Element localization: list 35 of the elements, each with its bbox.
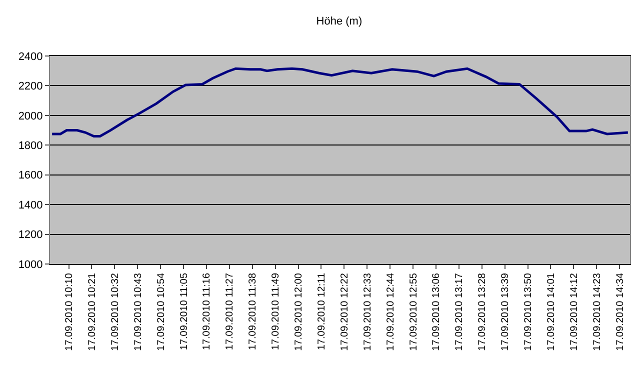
y-tick-label: 2400 <box>18 50 43 63</box>
x-tick-label: 17.09.2010 11:05 <box>178 272 190 350</box>
x-tick-label: 17.09.2010 13:06 <box>431 272 442 351</box>
x-tick-label: 17.09.2010 12:00 <box>294 272 305 351</box>
x-tick-label: 17.09.2010 13:17 <box>454 272 466 351</box>
y-tick-label: 2200 <box>18 80 43 93</box>
y-tick-label: 1000 <box>18 258 43 271</box>
y-tick-label: 1200 <box>18 229 43 242</box>
y-tick-label: 2000 <box>18 110 43 122</box>
x-tick-label: 17.09.2010 14:01 <box>546 272 557 351</box>
x-tick-label: 17.09.2010 14:23 <box>592 272 603 351</box>
x-tick-label: 17.09.2010 10:43 <box>132 272 144 351</box>
x-tick-label: 17.09.2010 13:39 <box>500 272 512 351</box>
x-tick-label: 17.09.2010 11:16 <box>202 272 213 350</box>
x-tick-label: 17.09.2010 13:50 <box>523 272 534 351</box>
y-tick-label: 1400 <box>18 199 43 212</box>
chart-title: Höhe (m) <box>316 16 362 28</box>
x-tick-label: 17.09.2010 14:12 <box>568 272 580 351</box>
x-tick-label: 17.09.2010 12:44 <box>385 272 396 351</box>
x-tick-label: 17.09.2010 10:32 <box>110 272 121 351</box>
x-tick-label: 17.09.2010 11:49 <box>270 272 282 350</box>
x-tick-label: 17.09.2010 13:28 <box>477 272 488 351</box>
x-tick-label: 17.09.2010 11:38 <box>248 272 259 350</box>
x-tick-label: 17.09.2010 10:10 <box>64 272 76 351</box>
x-tick-label: 17.09.2010 12:33 <box>362 272 374 351</box>
y-tick-label: 1800 <box>18 140 43 152</box>
x-tick-label: 17.09.2010 10:54 <box>156 272 167 351</box>
x-tick-label: 17.09.2010 12:22 <box>339 272 350 351</box>
x-tick-label: 17.09.2010 12:11 <box>316 272 328 350</box>
y-tick-label: 1600 <box>18 170 43 182</box>
x-tick-label: 17.09.2010 12:55 <box>408 272 420 351</box>
x-tick-label: 17.09.2010 10:21 <box>86 272 98 351</box>
x-tick-label: 17.09.2010 14:34 <box>614 272 626 351</box>
x-tick-label: 17.09.2010 11:27 <box>224 272 236 350</box>
line-series <box>50 67 630 138</box>
